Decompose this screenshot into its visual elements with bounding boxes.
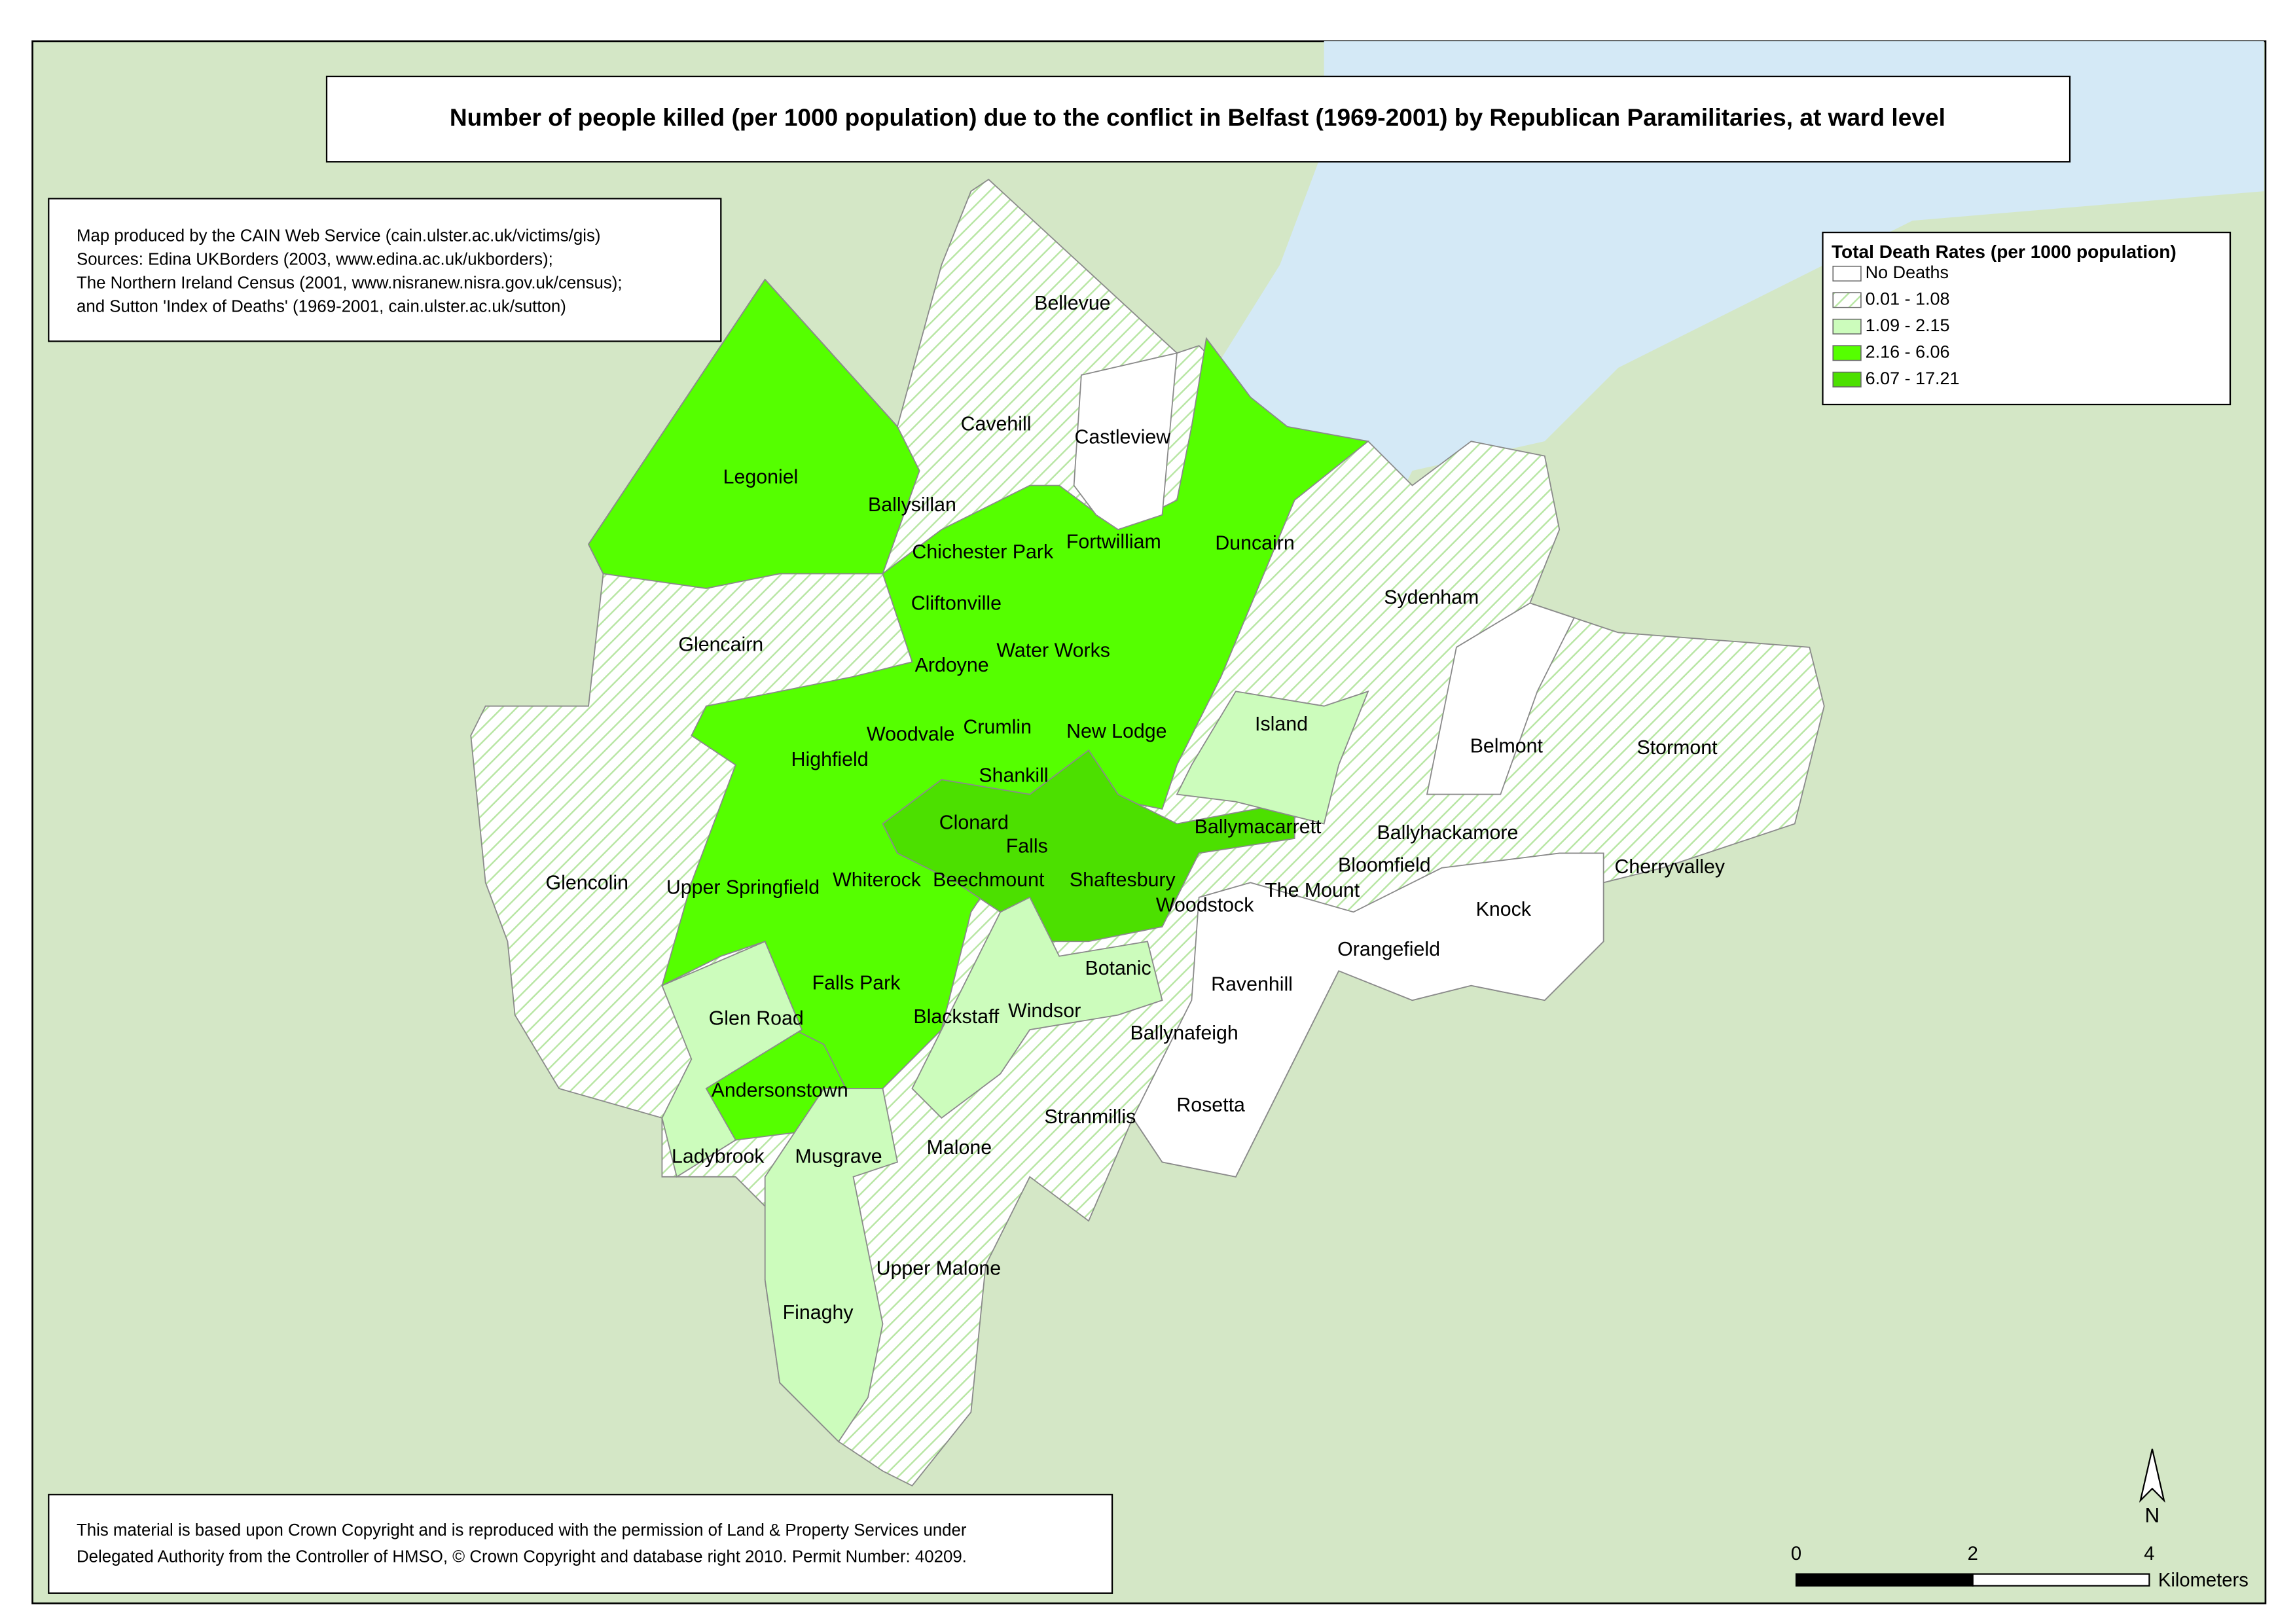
ward-label: Stranmillis <box>1044 1106 1136 1128</box>
ward-label: Island <box>1255 713 1308 735</box>
legend-title: Total Death Rates (per 1000 population) <box>1832 242 2177 262</box>
legend-label: 0.01 - 1.08 <box>1866 289 1950 309</box>
copyright-line: This material is based upon Crown Copyri… <box>77 1521 967 1540</box>
legend-label: 6.07 - 17.21 <box>1866 369 1960 388</box>
ward-label: Woodvale <box>867 724 954 746</box>
ward-label: Bloomfield <box>1338 855 1431 876</box>
ward-label: Cavehill <box>961 413 1032 435</box>
copyright-line: Delegated Authority from the Controller … <box>77 1548 967 1566</box>
ward-label: Shankill <box>979 765 1048 787</box>
credit-line: Sources: Edina UKBorders (2003, www.edin… <box>77 251 553 269</box>
ward-label: The Mount <box>1265 880 1360 901</box>
ward-area <box>764 1088 898 1443</box>
ward-label: Ladybrook <box>672 1146 765 1168</box>
ward-area <box>1073 352 1178 531</box>
ward-label: Legoniel <box>723 466 799 488</box>
ward-label: Glencolin <box>546 873 628 894</box>
legend-swatch <box>1832 265 1862 282</box>
ward-label: Andersonstown <box>712 1079 848 1101</box>
ward-label: New Lodge <box>1066 721 1166 742</box>
ward-label: Ballyhackamore <box>1377 822 1519 844</box>
ward-label: Upper Springfield <box>666 876 820 898</box>
ward-labels: Bellevue Cavehill Castleview Legoniel Ballys… <box>546 293 1726 1324</box>
water <box>1188 41 2264 765</box>
ward-label: Upper Malone <box>876 1257 1002 1279</box>
legend-box <box>1822 231 2232 406</box>
ward-area <box>882 749 1295 943</box>
ward-area <box>1176 690 1369 825</box>
copyright: This material is based upon Crown Copyri… <box>77 1521 967 1566</box>
ward-label: Crumlin <box>964 716 1032 738</box>
wards <box>470 179 1825 1487</box>
legend-label: 2.16 - 6.06 <box>1866 342 1950 361</box>
legend-swatch <box>1832 345 1862 361</box>
ward-label: Whiterock <box>833 869 922 891</box>
scale-segment <box>1972 1573 2150 1587</box>
ward-label: Ballysillan <box>868 494 956 516</box>
legend-label: No Deaths <box>1866 262 1949 282</box>
ward-label: Castleview <box>1074 427 1170 448</box>
ward-label: Shaftesbury <box>1070 869 1176 891</box>
ward-label: Falls Park <box>812 972 901 994</box>
ward-label: Cherryvalley <box>1615 856 1726 878</box>
ward-label: Highfield <box>791 749 869 770</box>
credit-line: The Northern Ireland Census (2001, www.n… <box>77 274 623 293</box>
ward-label: Beechmount <box>933 869 1045 891</box>
legend-label: 1.09 - 2.15 <box>1866 316 1950 335</box>
ward-label: Glen Road <box>709 1007 804 1029</box>
ward-label: Malone <box>927 1137 992 1159</box>
credits-box <box>48 198 722 342</box>
map-title: Number of people killed (per 1000 popula… <box>450 103 1945 131</box>
ward-label: Botanic <box>1085 958 1151 979</box>
ward-label: Chichester Park <box>912 541 1054 563</box>
copyright-box <box>48 1494 1113 1594</box>
ward-label: Duncairn <box>1215 533 1294 554</box>
ward-label: Ravenhill <box>1211 974 1293 996</box>
credit-line: and Sutton 'Index of Deaths' (1969-2001,… <box>77 298 566 316</box>
ward-label: Glencairn <box>678 634 763 656</box>
ward-label: Cliftonville <box>911 593 1002 615</box>
legend-swatch <box>1832 371 1862 388</box>
ward-area <box>911 896 1163 1119</box>
north-arrow <box>2139 1449 2165 1503</box>
ward-label: Falls <box>1006 835 1048 857</box>
ward-label: Sydenham <box>1384 587 1479 609</box>
scale-bar: 0 2 4 <box>1791 1543 2155 1587</box>
legend: No Deaths 0.01 - 1.08 1.09 - 2.15 2.16 - 6.… <box>1832 262 1960 388</box>
ward-label: Windsor <box>1008 1000 1081 1022</box>
ward-label: Stormont <box>1636 737 1718 759</box>
ward-area <box>1132 852 1604 1178</box>
scale-tick-label: 2 <box>1968 1543 1978 1564</box>
ward-label: Orangefield <box>1337 939 1440 960</box>
legend-swatch <box>1832 318 1862 334</box>
ward-label: Woodstock <box>1156 894 1254 916</box>
credit-line: Map produced by the CAIN Web Service (ca… <box>77 227 601 245</box>
ward-label: Ballynafeigh <box>1130 1022 1238 1044</box>
ward-area <box>1426 602 1575 795</box>
credits: Map produced by the CAIN Web Service (ca… <box>77 227 623 316</box>
ward-label: Knock <box>1476 899 1532 920</box>
scale-unit: Kilometers <box>2158 1570 2249 1591</box>
ward-label: Bellevue <box>1034 293 1110 314</box>
north-label: N <box>2145 1504 2160 1526</box>
ward-label: Ballymacarrett <box>1195 816 1322 838</box>
ward-label: Rosetta <box>1176 1094 1245 1116</box>
ward-label: Blackstaff <box>913 1006 999 1028</box>
ward-area <box>661 941 803 1178</box>
ward-area <box>587 278 920 589</box>
scale-segment <box>1795 1573 1974 1587</box>
legend-swatch <box>1832 292 1862 308</box>
ward-label: Finaghy <box>783 1302 854 1324</box>
ward-label: Water Works <box>996 640 1110 662</box>
ward-label: Fortwilliam <box>1066 531 1161 552</box>
ward-label: Belmont <box>1470 736 1544 757</box>
ward-label: Musgrave <box>795 1146 882 1168</box>
ward-label: Ardoyne <box>915 655 989 676</box>
ward-label: Clonard <box>939 812 1009 833</box>
scale-tick-label: 4 <box>2144 1543 2154 1564</box>
scale-tick-label: 0 <box>1791 1543 1801 1564</box>
title-box <box>325 75 2071 163</box>
